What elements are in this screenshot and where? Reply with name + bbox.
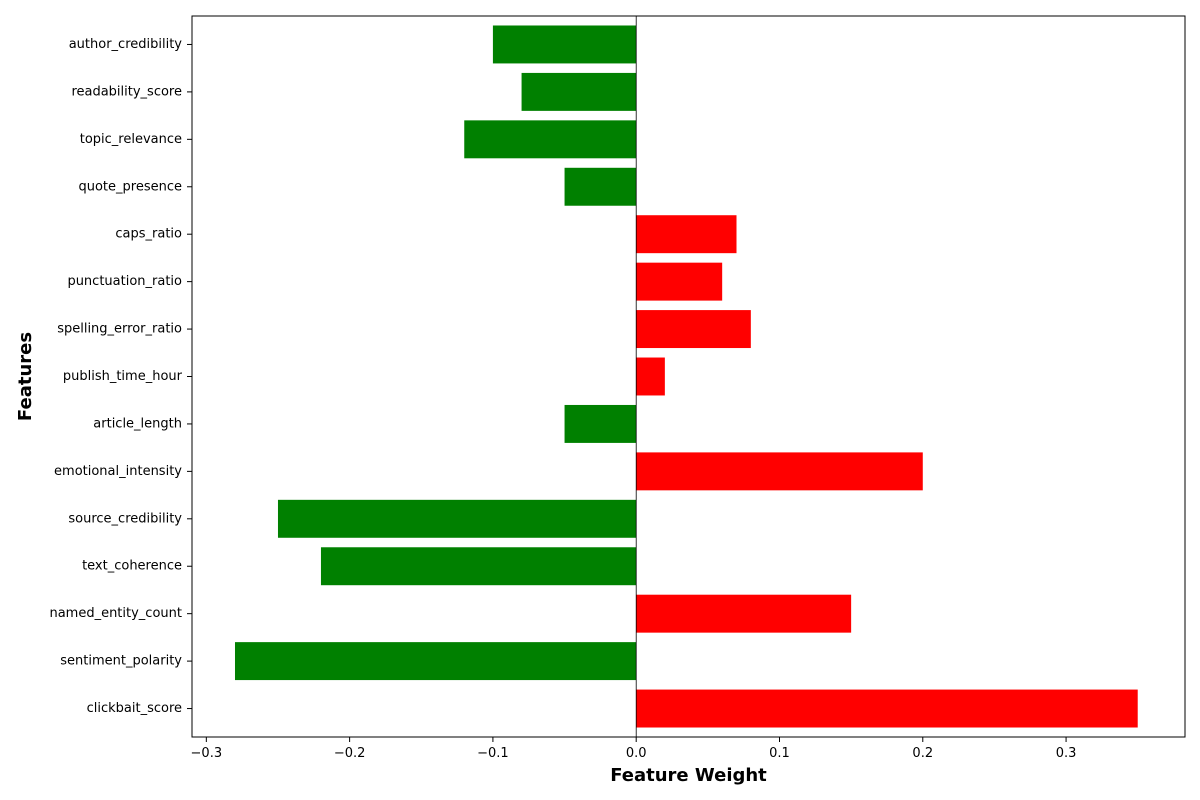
y-tick-label: sentiment_polarity [60, 654, 182, 669]
bar-publish-time-hour [636, 357, 665, 396]
y-tick-label: caps_ratio [115, 227, 182, 242]
x-tick-label: 0.0 [626, 746, 647, 761]
y-tick-label: author_credibility [69, 37, 183, 52]
bar-quote-presence [564, 167, 637, 206]
y-tick-label: article_length [93, 416, 182, 431]
x-tick-label: 0.1 [769, 746, 790, 761]
x-axis-title: Feature Weight [610, 765, 767, 786]
y-tick-label: spelling_error_ratio [57, 322, 182, 337]
bar-topic-relevance [464, 120, 637, 159]
y-axis: clickbait_score sentiment_polarity named_e… [49, 37, 192, 716]
y-tick-label: source_credibility [68, 511, 182, 526]
y-tick-label: clickbait_score [87, 701, 182, 716]
y-tick-label: readability_score [71, 84, 182, 99]
bar-clickbait-score [636, 689, 1138, 728]
bar-author-credibility [492, 25, 637, 64]
bars-layer [234, 25, 1138, 728]
x-tick-label: −0.1 [477, 746, 509, 761]
bar-caps-ratio [636, 215, 737, 254]
bar-named-entity-count [636, 594, 852, 633]
x-tick-label: −0.3 [191, 746, 223, 761]
y-tick-label: emotional_intensity [54, 464, 182, 479]
bar-spelling-error-ratio [636, 310, 751, 349]
bar-readability-score [521, 72, 637, 111]
x-tick-label: 0.2 [912, 746, 933, 761]
x-tick-label: −0.2 [334, 746, 366, 761]
bar-source-credibility [277, 499, 637, 538]
y-tick-label: quote_presence [78, 179, 182, 194]
bar-sentiment-polarity [234, 642, 637, 681]
bar-article-length [564, 404, 637, 443]
y-tick-label: text_coherence [82, 559, 182, 574]
y-axis-title: Features [15, 332, 36, 421]
bar-emotional-intensity [636, 452, 923, 491]
x-tick-label: 0.3 [1056, 746, 1077, 761]
x-axis: −0.3 −0.2 −0.1 0.0 0.1 0.2 0.3 [191, 737, 1077, 761]
y-tick-label: publish_time_hour [63, 369, 183, 384]
bar-text-coherence [320, 547, 637, 586]
bar-punctuation-ratio [636, 262, 723, 301]
y-tick-label: punctuation_ratio [67, 274, 182, 289]
y-tick-label: topic_relevance [80, 132, 182, 147]
y-tick-label: named_entity_count [49, 606, 182, 621]
